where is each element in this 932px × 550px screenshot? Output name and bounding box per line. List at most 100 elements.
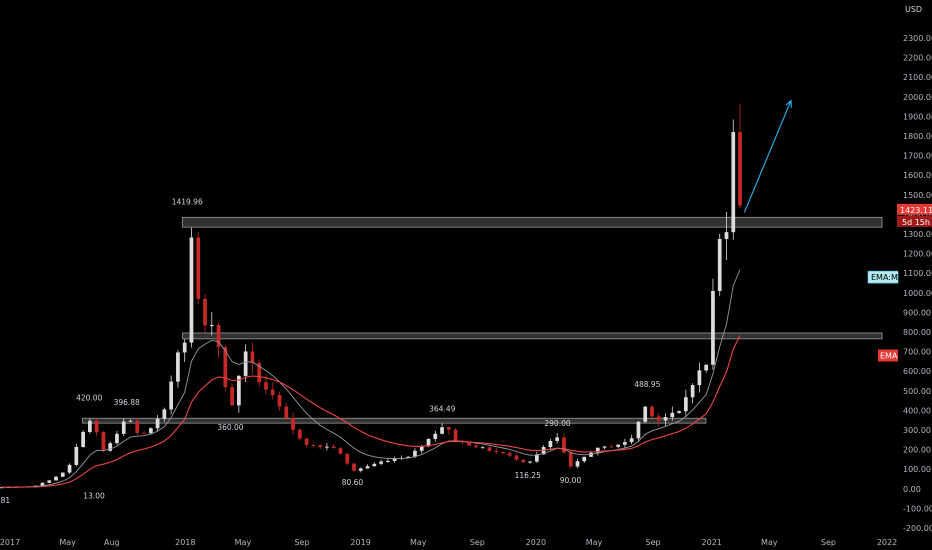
candle-down [250, 351, 255, 364]
candle-up [623, 442, 627, 445]
y-tick-label: 1900.00 [903, 112, 932, 121]
candle-up [121, 421, 126, 434]
candle-up [209, 324, 214, 326]
candle-down [291, 417, 295, 430]
candle-down [277, 395, 282, 407]
candle-up [629, 438, 634, 443]
candle-down [101, 432, 106, 451]
price-zone [182, 216, 883, 228]
x-tick-label: 2020 [526, 538, 546, 547]
candle-down [223, 347, 228, 388]
candle-up [677, 411, 681, 413]
candle-up [243, 351, 248, 376]
price-annotation: 396.88 [114, 398, 140, 407]
price-annotation: .81 [0, 496, 10, 505]
candle-down [297, 429, 302, 439]
candle-up [616, 444, 620, 447]
candle-up [189, 237, 194, 343]
candle-down [609, 446, 614, 448]
candle-down [94, 420, 99, 433]
candle-up [426, 438, 431, 447]
candle-down [501, 451, 505, 454]
y-tick-label: 1400.00 [903, 210, 932, 219]
countdown-tag [897, 215, 932, 227]
candle-up [60, 472, 65, 477]
price-zone [182, 332, 883, 340]
y-tick-label: -200.00 [903, 524, 932, 533]
y-tick-label: 1100.00 [903, 269, 932, 278]
candle-up [169, 381, 174, 410]
x-tick-label: Sep [646, 538, 661, 547]
ema-ma-tag [867, 270, 899, 284]
y-tick-label: -100.00 [903, 504, 932, 513]
candle-up [440, 427, 444, 434]
y-tick-label: 800.00 [903, 328, 931, 337]
candle-up [575, 461, 580, 467]
price-axis[interactable]: USD 2300.00 2200.00 2100.00 2000.00 1900.00 1… [903, 5, 932, 533]
candle-up [582, 456, 587, 462]
y-tick-label: 2300.00 [903, 34, 932, 43]
ema-label: EMA [880, 352, 898, 361]
candle-up [392, 458, 397, 461]
candle-up [528, 461, 532, 463]
candle-up [697, 370, 702, 386]
candle-down [304, 438, 309, 445]
price-annotation: 488.95 [634, 380, 660, 389]
price-annotation: 13.00 [83, 491, 105, 500]
candle-up [365, 466, 370, 469]
y-tick-label: 1300.00 [903, 230, 932, 239]
candle-up [663, 417, 668, 421]
y-tick-label: 2100.00 [903, 73, 932, 82]
candle-down [446, 427, 451, 430]
candle-down [487, 447, 492, 451]
candle-up [54, 476, 58, 481]
candle-up [534, 454, 539, 462]
candle-down [494, 450, 499, 452]
candle-up [358, 468, 363, 471]
candle-up [704, 364, 709, 371]
candle-up [325, 446, 329, 448]
current-price-value: 1423.11 [900, 206, 932, 215]
candle-up [237, 375, 241, 406]
candle-up [636, 421, 641, 439]
price-annotation: 116.25 [515, 471, 541, 480]
candle-up [115, 433, 119, 444]
x-tick-label: 2018 [175, 538, 195, 547]
countdown-value: 5d 15h [902, 218, 930, 227]
price-annotation: 1419.96 [172, 197, 203, 206]
candle-up [731, 132, 736, 233]
current-price-tag [897, 203, 932, 215]
y-tick-label: 600.00 [903, 367, 931, 376]
x-tick-label: Aug [104, 538, 120, 547]
projection-arrow [743, 99, 792, 213]
candle-down [331, 446, 336, 449]
y-tick-label: 2200.00 [903, 54, 932, 63]
price-annotations: 1419.96 420.00 396.88 360.00 364.49 290.00 488… [0, 197, 661, 504]
candle-down [203, 298, 207, 326]
candle-up [379, 461, 383, 464]
candle-up [47, 480, 52, 483]
candle-up [717, 238, 722, 292]
ema-ma-label: EMA:MA [871, 273, 904, 282]
candle-up [372, 463, 377, 467]
candle-up [711, 291, 715, 365]
candle-up [683, 397, 688, 412]
x-tick-label: May [410, 538, 427, 547]
time-axis[interactable]: 2017 May Aug 2018 May Sep 2019 May Sep 2020 May Sep… [0, 538, 897, 547]
x-tick-label: 2021 [702, 538, 722, 547]
candle-up [419, 446, 424, 451]
y-tick-label: 0.00 [903, 485, 921, 494]
candle-down [352, 463, 356, 471]
x-tick-label: Sep [470, 538, 485, 547]
candle-up [182, 342, 187, 353]
candle-down [264, 382, 268, 390]
price-annotation: 364.49 [429, 404, 455, 413]
candle-down [738, 132, 742, 206]
price-annotation: 360.00 [217, 423, 243, 432]
y-tick-label: 500.00 [903, 387, 931, 396]
support-resistance-zones [82, 216, 883, 424]
ema-long-line [1, 335, 741, 488]
candle-down [270, 389, 275, 396]
